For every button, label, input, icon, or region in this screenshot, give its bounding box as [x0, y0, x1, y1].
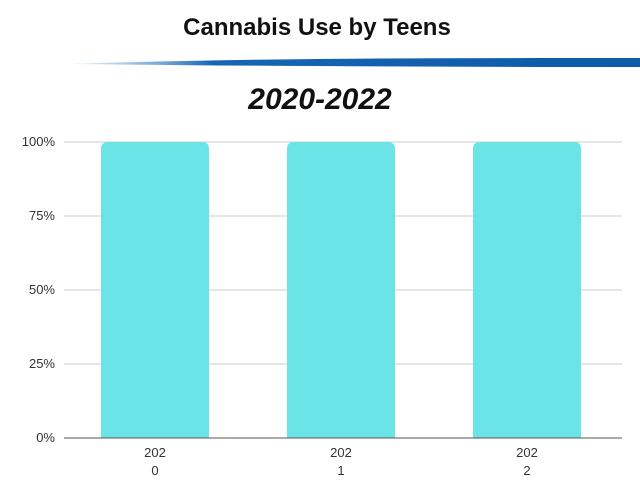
y-tick-label: 100% — [22, 134, 56, 149]
bar-2020 — [101, 142, 209, 438]
chart-title: Cannabis Use by Teens — [183, 14, 451, 41]
x-tick-label: 202 — [330, 445, 352, 460]
bar-2021 — [287, 142, 395, 438]
x-tick-label: 2 — [523, 463, 530, 478]
bar-2022 — [473, 142, 581, 438]
x-tick-label: 202 — [144, 445, 166, 460]
chart-subtitle: 2020-2022 — [248, 83, 392, 116]
decorative-swoosh — [70, 58, 640, 67]
bars — [101, 142, 581, 438]
x-tick-label: 1 — [337, 463, 344, 478]
y-tick-label: 0% — [36, 430, 55, 445]
x-tick-label: 0 — [151, 463, 158, 478]
y-tick-label: 25% — [29, 356, 55, 371]
axes: 0% 25% 50% 75% 100% 202 0 202 1 202 2 — [22, 134, 622, 478]
x-tick-label: 202 — [516, 445, 538, 460]
y-tick-label: 50% — [29, 282, 55, 297]
y-tick-label: 75% — [29, 208, 55, 223]
